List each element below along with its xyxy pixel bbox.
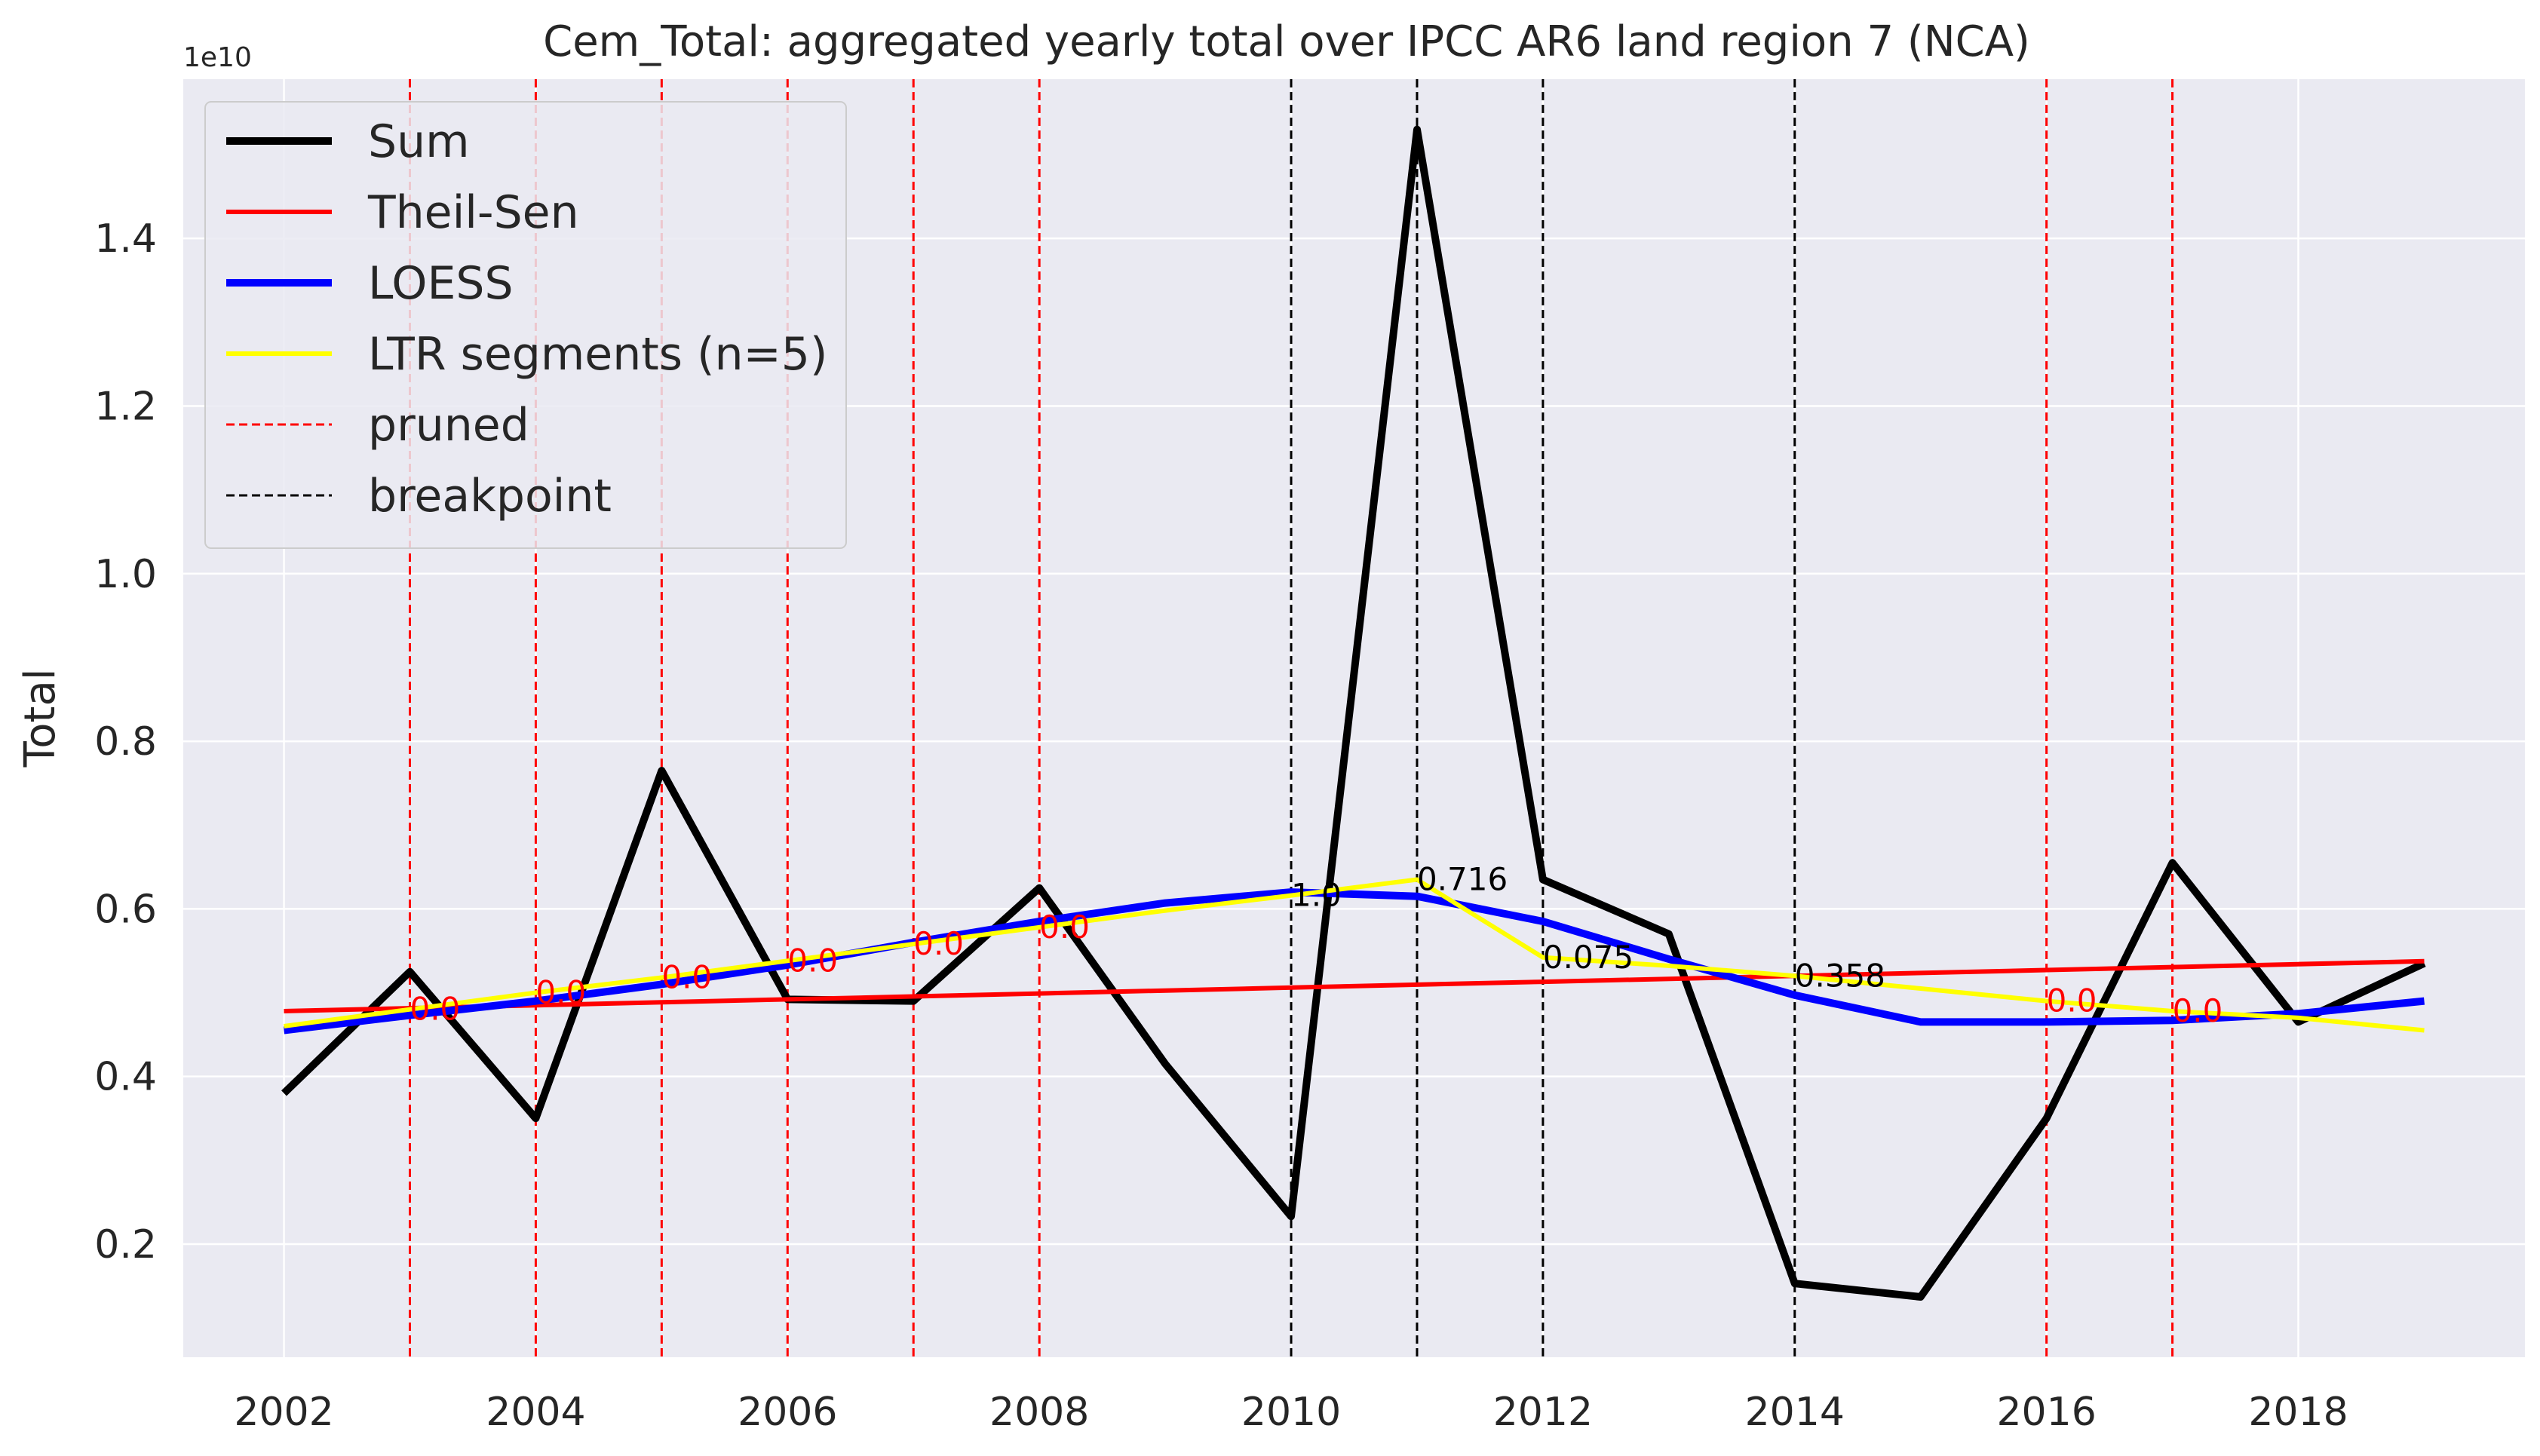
annotation-label: 0.0 — [535, 974, 586, 1011]
y-axis-label: Total — [16, 669, 65, 768]
legend-label: Sum — [368, 115, 470, 168]
legend-label: LTR segments (n=5) — [368, 328, 827, 381]
annotation-label: 0.0 — [1039, 909, 1090, 946]
y-tick-label: 1.4 — [94, 216, 157, 262]
legend-frame — [204, 101, 847, 549]
y-tick-label: 0.6 — [94, 887, 157, 932]
x-tick-label: 2006 — [738, 1390, 837, 1435]
annotation-label: 0.716 — [1417, 860, 1508, 897]
x-tick-label: 2018 — [2248, 1390, 2348, 1435]
legend-label: breakpoint — [368, 470, 612, 523]
y-tick-label: 0.2 — [94, 1222, 157, 1267]
chart-title: Cem_Total: aggregated yearly total over … — [543, 17, 2030, 66]
y-tick-label: 0.8 — [94, 719, 157, 765]
x-tick-label: 2016 — [1996, 1390, 2096, 1435]
series-theil-sen-line — [284, 958, 2425, 1013]
annotations: 0.0 0.0 0.0 0.0 0.0 0.0 1.0 0.716 0.075 0.358 0.0 0… — [410, 860, 2222, 1029]
annotation-label: 0.075 — [1543, 939, 1634, 976]
annotation-label: 0.0 — [2173, 992, 2223, 1029]
x-tick-label: 2004 — [486, 1390, 585, 1435]
x-tick-label: 2002 — [234, 1390, 333, 1435]
annotation-label: 0.0 — [661, 959, 712, 996]
y-tick-label: 0.4 — [94, 1055, 157, 1100]
x-tick-label: 2014 — [1745, 1390, 1845, 1435]
annotation-label: 0.0 — [410, 991, 460, 1028]
x-tick-label: 2010 — [1241, 1390, 1341, 1435]
y-offset-label: 1e10 — [183, 42, 252, 73]
y-tick-label: 1.0 — [94, 552, 157, 597]
series-sum-line — [281, 125, 2426, 1301]
legend: Sum Theil-Sen LOESS LTR segments (n=5) prune… — [204, 101, 847, 549]
x-tick-label: 2012 — [1493, 1390, 1593, 1435]
annotation-label: 0.0 — [913, 925, 964, 962]
annotation-label: 1.0 — [1291, 877, 1342, 914]
annotation-label: 0.0 — [787, 942, 838, 979]
y-tick-label: 1.2 — [94, 384, 157, 429]
annotation-label: 0.358 — [1795, 957, 1885, 994]
legend-label: LOESS — [368, 257, 514, 310]
event-lines — [408, 79, 2174, 1357]
legend-label: pruned — [368, 399, 529, 452]
series-layer — [281, 125, 2426, 1301]
x-tick-label: 2008 — [989, 1390, 1089, 1435]
series-loess-line — [283, 888, 2425, 1035]
annotation-label: 0.0 — [2047, 982, 2097, 1019]
x-axis-ticks: 2002 2004 2006 2008 2010 2012 2014 2016 2018 — [234, 1390, 2348, 1435]
legend-label: Theil-Sen — [367, 186, 579, 239]
series-ltr-segments-n-5-line — [284, 877, 2425, 1033]
y-axis-ticks: 0.2 0.4 0.6 0.8 1.0 1.2 1.4 — [94, 216, 157, 1267]
